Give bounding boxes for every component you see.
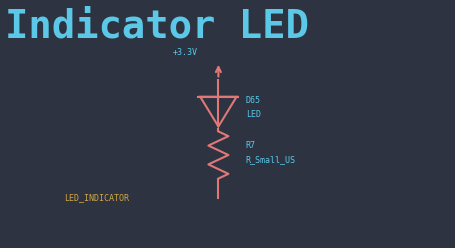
Text: LED: LED [246, 110, 261, 119]
Text: +3.3V: +3.3V [173, 48, 198, 57]
Text: LED_INDICATOR: LED_INDICATOR [64, 193, 129, 202]
Text: D65: D65 [246, 96, 261, 105]
Text: R7: R7 [246, 141, 256, 150]
Text: Indicator LED: Indicator LED [5, 7, 308, 45]
Text: R_Small_US: R_Small_US [246, 155, 296, 164]
